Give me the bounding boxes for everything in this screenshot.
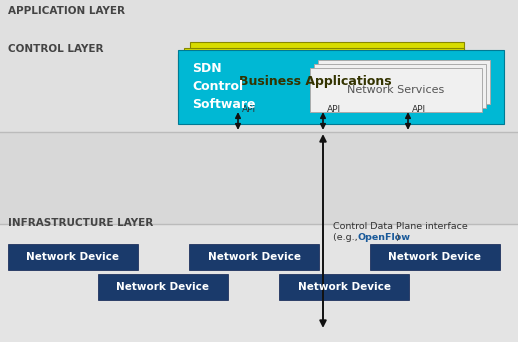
Text: SDN
Control
Software: SDN Control Software [192, 63, 255, 111]
Bar [189, 244, 319, 270]
Bar [178, 50, 504, 124]
Bar [310, 68, 482, 112]
Bar [8, 244, 138, 270]
Text: OpenFlow: OpenFlow [357, 233, 410, 242]
Bar [98, 274, 228, 300]
Text: INFRASTRUCTURE LAYER: INFRASTRUCTURE LAYER [8, 218, 153, 228]
Text: APPLICATION LAYER: APPLICATION LAYER [8, 6, 125, 16]
Bar [190, 42, 464, 98]
Text: Network Device: Network Device [388, 252, 482, 262]
Text: (e.g.,: (e.g., [333, 233, 361, 242]
Text: Network Device: Network Device [208, 252, 300, 262]
Text: Business Applications: Business Applications [239, 76, 391, 89]
Bar [370, 244, 500, 270]
Text: Network Device: Network Device [26, 252, 120, 262]
Bar [178, 54, 464, 110]
Bar [0, 224, 518, 342]
Text: Network Device: Network Device [297, 282, 391, 292]
Bar [0, 0, 518, 132]
Bar [314, 64, 486, 108]
Text: API: API [242, 105, 256, 114]
Text: API: API [327, 105, 341, 114]
Text: API: API [412, 105, 426, 114]
Bar [318, 60, 490, 104]
Text: Control Data Plane interface: Control Data Plane interface [333, 222, 468, 231]
Text: ): ) [395, 233, 399, 242]
Text: Network Services: Network Services [348, 85, 444, 95]
Text: Network Device: Network Device [117, 282, 209, 292]
Bar [184, 48, 464, 104]
Bar [279, 274, 409, 300]
Text: CONTROL LAYER: CONTROL LAYER [8, 44, 104, 54]
Bar [0, 132, 518, 224]
